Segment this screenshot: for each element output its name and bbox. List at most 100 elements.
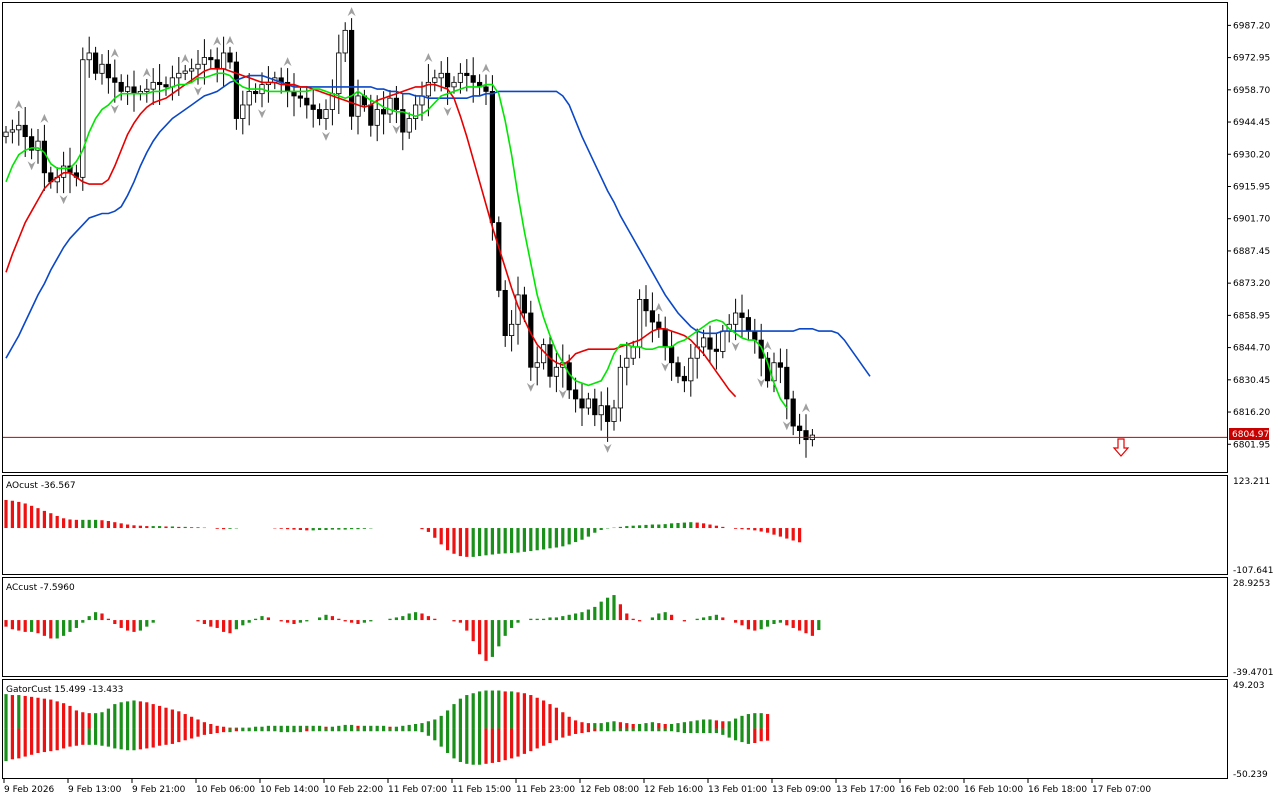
main-pane[interactable] <box>2 2 1228 473</box>
time-axis-label: 10 Feb 14:00 <box>260 785 319 795</box>
candle-body <box>323 109 329 119</box>
candle-body <box>534 362 540 368</box>
gator-pane[interactable] <box>2 679 1228 779</box>
fractal-down-icon <box>322 131 330 141</box>
candle-body <box>745 317 752 332</box>
candle <box>22 107 28 157</box>
candle <box>553 353 560 393</box>
price-axis-label: 6830.45 <box>1233 376 1270 386</box>
candle <box>598 391 604 431</box>
fractal-up-icon <box>14 100 23 110</box>
candle <box>790 390 796 436</box>
time-axis-label: 11 Feb 15:00 <box>452 785 511 795</box>
time-axis-label: 17 Feb 07:00 <box>1092 785 1151 795</box>
ac-pane[interactable] <box>2 577 1228 677</box>
candle <box>688 343 694 397</box>
candle-body <box>777 362 784 368</box>
candle <box>797 413 803 445</box>
candle-body <box>380 109 387 115</box>
sell-signal-arrow-icon <box>1112 438 1130 457</box>
candle-body <box>675 362 681 377</box>
candle <box>105 50 111 94</box>
candle <box>188 58 195 83</box>
candle-body <box>669 346 675 364</box>
candle <box>40 113 49 191</box>
price-axis-label: 6987.20 <box>1233 21 1270 31</box>
candle <box>757 323 766 388</box>
time-axis-label: 9 Feb 21:00 <box>132 785 186 795</box>
candle <box>110 48 119 114</box>
candle-body <box>9 129 15 133</box>
fractal-up-icon <box>424 53 433 63</box>
candle-body <box>508 323 515 337</box>
candle <box>681 366 688 393</box>
candle <box>707 325 713 363</box>
candle <box>654 302 663 338</box>
time-axis-label: 13 Feb 01:00 <box>708 785 767 795</box>
candle-body <box>547 344 553 377</box>
candle <box>777 348 784 384</box>
fractal-down-icon <box>27 161 36 171</box>
candle-body <box>502 289 508 337</box>
fractal-down-icon <box>526 382 535 392</box>
candle-body <box>553 366 560 377</box>
price-tag <box>1229 428 1269 440</box>
candle-body <box>598 405 604 416</box>
fractal-up-icon <box>763 341 772 351</box>
candle-body <box>797 425 803 431</box>
candle-body <box>701 337 707 348</box>
candle <box>9 119 15 144</box>
candle-body <box>156 81 163 86</box>
fractal-down-icon <box>782 421 791 431</box>
candle <box>573 377 579 413</box>
candle-body <box>131 86 137 95</box>
candle <box>585 392 592 415</box>
candle <box>406 112 412 139</box>
candle-body <box>739 312 745 318</box>
candle <box>163 76 169 96</box>
fractal-down-icon <box>443 106 452 116</box>
fractal-up-icon <box>213 36 222 46</box>
ao-label: AOcust -36.567 <box>6 481 76 491</box>
gator-min-label: -50.239 <box>1233 770 1268 780</box>
time-axis-label: 13 Feb 09:00 <box>772 785 831 795</box>
candle <box>93 46 99 81</box>
candle <box>310 88 316 128</box>
alligator-lips-line <box>5 72 788 409</box>
candle-body <box>28 136 35 151</box>
candle-body <box>733 312 739 325</box>
candle-body <box>464 72 470 76</box>
candle-body <box>521 294 528 314</box>
ao-pane[interactable] <box>2 475 1228 575</box>
candle-body <box>342 29 348 54</box>
candle-body <box>208 57 214 61</box>
candle-body <box>662 328 668 348</box>
candle <box>643 285 649 327</box>
candle <box>521 286 528 323</box>
candle-body <box>163 84 169 88</box>
candle <box>142 67 151 103</box>
fractal-up-icon <box>110 48 119 58</box>
fractal-down-icon <box>757 378 766 388</box>
fractal-up-icon <box>181 53 190 63</box>
candle <box>579 382 585 427</box>
candle-body <box>489 91 496 223</box>
fractal-down-icon <box>194 86 202 96</box>
candle <box>336 34 342 115</box>
candle-body <box>246 91 252 106</box>
price-tag-text: 6804.97 <box>1232 430 1269 440</box>
candle-body <box>195 63 201 70</box>
candle-body <box>617 366 624 409</box>
candle <box>713 332 720 370</box>
candle <box>14 100 23 146</box>
candle <box>603 387 612 453</box>
candle-body <box>611 407 617 422</box>
candle-body <box>188 68 195 72</box>
candle-body <box>310 104 316 110</box>
candle-body <box>150 81 156 90</box>
candle-body <box>470 75 476 83</box>
candle-body <box>182 70 188 74</box>
candle <box>675 356 681 384</box>
